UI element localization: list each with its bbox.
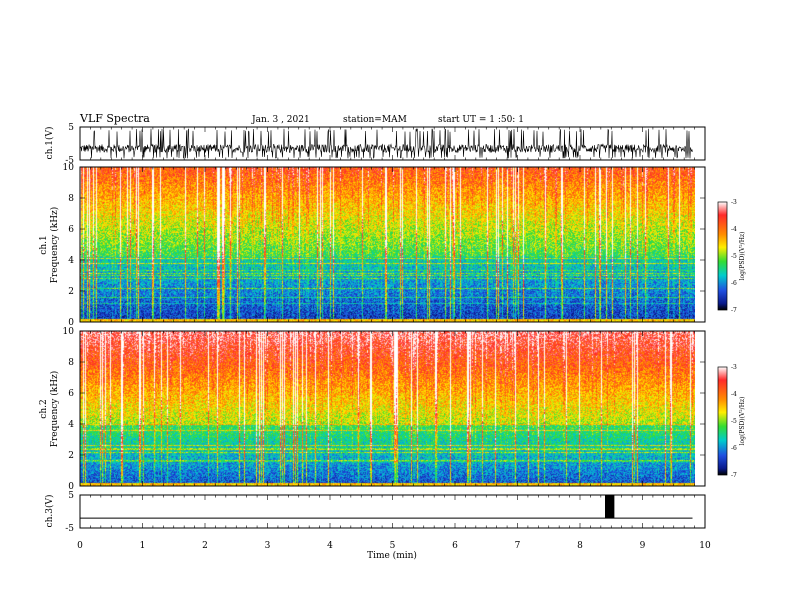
ch1-ytick-top: 5 [68,123,74,133]
colorbar-ch1-bar [717,201,728,311]
spectrogram-ch2-yticks: 0 2 4 6 8 10 [63,327,705,492]
x-tick-label: 7 [515,541,521,551]
date-label: Jan. 3 , 2021 [251,115,310,125]
frequency-tick-label: 6 [68,225,74,235]
x-tick-label: 1 [140,541,146,551]
colorbar-ch1: -3 -4 -5 -6 -7 log(PSD)(V²/Hz) [717,199,746,314]
spectrogram-ch1-panel: 0 2 4 6 8 10 ch.1 Frequency (kHz) [39,163,706,328]
x-tick-label: 3 [265,541,271,551]
spectrogram-ch1-image [80,167,695,322]
spec1-ylabel-channel: ch.1 [39,235,49,254]
shared-x-ticks [79,127,695,528]
x-tick-label: 10 [699,541,711,551]
x-tick-label: 2 [202,541,208,551]
waveform-ch3-panel: 5 -5 ch.3(V) [44,491,706,534]
ch3-ytick-bottom: -5 [65,524,74,534]
x-tick-label: 8 [577,541,583,551]
spec2-ylabel-frequency: Frequency (kHz) [49,371,60,448]
x-tick-label: 0 [77,541,83,551]
colorbar-tick-label: -7 [731,307,737,314]
spectrogram-ch2-panel: 0 2 4 6 8 10 ch.2 Frequency (kHz) [39,327,706,492]
x-tick-label: 6 [452,541,458,551]
spec2-ylabel-channel: ch.2 [39,399,49,418]
spec1-ylabel-frequency: Frequency (kHz) [49,207,60,284]
figure-title: VLF Spectra [79,112,150,125]
x-tick-label: 5 [390,541,396,551]
colorbar-tick-label: -6 [731,445,737,452]
frequency-tick-label: 6 [68,389,74,399]
x-tick-label: 4 [327,541,333,551]
colorbar-ch1-ticks: -3 -4 -5 -6 -7 [731,199,737,314]
colorbar-tick-label: -5 [731,253,737,260]
colorbar-tick-label: -7 [731,472,737,479]
colorbar-tick-label: -5 [731,418,737,425]
frequency-tick-label: 10 [63,163,75,173]
frequency-tick-label: 10 [63,327,75,337]
colorbar-tick-label: -3 [731,199,737,206]
frequency-tick-label: 0 [68,482,74,492]
colorbar-tick-label: -6 [731,280,737,287]
waveform-ch3-pulse [605,495,615,519]
colorbar-ch2: -3 -4 -5 -6 -7 log(PSD)(V²/Hz) [717,364,746,479]
frequency-tick-label: 4 [68,420,74,430]
colorbar-ch1-label: log(PSD)(V²/Hz) [739,232,746,281]
frequency-tick-label: 2 [68,451,74,461]
waveform-ch3-frame [79,494,706,529]
ch1-ylabel: ch.1(V) [44,127,55,160]
ch3-ylabel: ch.3(V) [44,495,55,528]
colorbar-ch2-ticks: -3 -4 -5 -6 -7 [731,364,737,479]
station-label: station=MAM [343,115,407,125]
frequency-tick-label: 8 [68,358,74,368]
x-tick-labels: 0 1 2 3 4 5 6 7 8 9 10 [77,541,711,551]
frequency-tick-label: 2 [68,287,74,297]
ch1-ytick-bottom: -5 [65,156,74,166]
x-tick-label: 9 [640,541,646,551]
frequency-tick-label: 8 [68,194,74,204]
frequency-tick-label: 0 [68,318,74,328]
waveform-ch1-trace [79,127,693,159]
frequency-tick-label: 4 [68,256,74,266]
colorbar-ch2-label: log(PSD)(V²/Hz) [739,397,746,446]
ch3-ytick-top: 5 [68,491,74,501]
waveform-ch1-panel: 5 -5 ch.1(V) [44,123,706,166]
x-axis-label: Time (min) [367,550,417,561]
colorbar-ch2-bar [717,366,728,476]
colorbar-tick-label: -4 [731,226,737,233]
colorbar-tick-label: -3 [731,364,737,371]
spectrogram-ch1-yticks: 0 2 4 6 8 10 [63,163,705,328]
colorbar-tick-label: -4 [731,391,737,398]
start-time-label: start UT = 1 :50: 1 [438,115,524,125]
spectrogram-ch2-image [80,331,695,486]
